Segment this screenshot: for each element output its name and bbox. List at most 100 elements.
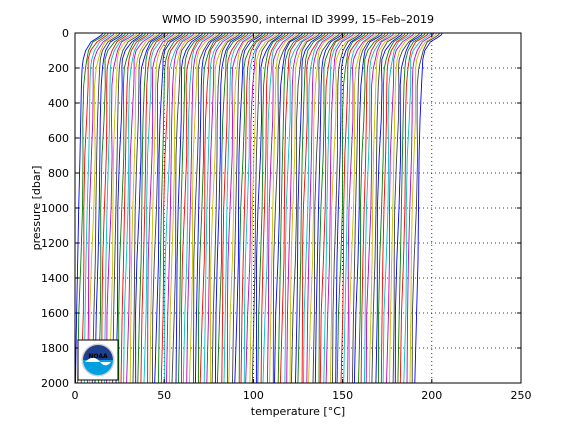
x-tick-label: 150 xyxy=(332,389,353,402)
profile-line xyxy=(382,32,412,384)
y-tick-label: 1000 xyxy=(41,202,69,215)
y-tick-label: 1800 xyxy=(41,342,69,355)
profile-line xyxy=(314,32,343,384)
profile-line xyxy=(226,32,255,384)
profile-line xyxy=(399,32,429,384)
profile-line xyxy=(194,32,223,384)
profile-line xyxy=(266,32,295,384)
profile-line xyxy=(149,32,178,384)
profile-line xyxy=(115,32,144,384)
profile-line xyxy=(120,32,149,384)
profile-line xyxy=(83,32,112,384)
profile-line xyxy=(347,32,375,384)
axis-ticks: 0 50 100 150 200 250 0 200 400 600 800 1000 1200 1400… xyxy=(41,27,532,402)
profile-line xyxy=(335,32,363,384)
profile-line xyxy=(371,32,400,384)
plot-area: 0 50 100 150 200 250 0 200 400 600 800 1000 1200 1400… xyxy=(41,27,532,402)
profile-line xyxy=(234,32,263,384)
profile-line xyxy=(348,32,378,384)
profile-line xyxy=(260,32,289,384)
profile-line xyxy=(143,32,172,384)
profile-line xyxy=(274,32,303,384)
profile-line xyxy=(181,32,209,384)
x-axis-label-text: temperature [ xyxy=(251,405,328,418)
profile-line xyxy=(243,32,272,384)
profile-line xyxy=(206,32,235,384)
profile-line xyxy=(329,32,358,384)
profile-line xyxy=(340,32,369,384)
profile-series xyxy=(75,32,443,384)
profile-line xyxy=(169,32,198,384)
profile-line xyxy=(210,32,238,384)
profile-line xyxy=(214,32,243,384)
profile-line xyxy=(289,32,318,384)
profile-line xyxy=(306,32,335,384)
profile-line xyxy=(147,32,175,384)
profile-line xyxy=(403,32,432,384)
profile-line xyxy=(240,32,269,384)
y-tick-label: 400 xyxy=(48,97,69,110)
profile-line xyxy=(279,32,309,384)
profile-line xyxy=(188,32,218,384)
profile-line xyxy=(353,32,383,384)
profile-line xyxy=(87,32,115,384)
profile-line xyxy=(186,32,215,384)
profile-line xyxy=(301,32,329,384)
profile-line xyxy=(137,32,166,384)
logo-bird xyxy=(85,357,111,366)
profile-line xyxy=(360,32,389,384)
profile-line xyxy=(284,32,312,384)
profile-line xyxy=(160,32,189,384)
x-axis-label-close: ] xyxy=(341,405,345,418)
profile-line xyxy=(303,32,332,384)
profile-line xyxy=(295,32,323,384)
profile-line xyxy=(351,32,380,384)
profile-line xyxy=(409,32,438,384)
profile-line xyxy=(182,32,212,384)
profile-line xyxy=(112,32,141,384)
profile-line xyxy=(171,32,201,384)
chart-title: WMO ID 5903590, internal ID 3999, 15–Feb… xyxy=(162,13,434,26)
profile-line xyxy=(251,32,281,384)
profile-line xyxy=(272,32,301,384)
profile-line xyxy=(368,32,398,384)
profile-line xyxy=(312,32,341,384)
profile-line xyxy=(80,32,109,384)
profile-line xyxy=(132,32,161,384)
profile-line xyxy=(154,32,184,384)
profile-line xyxy=(157,32,186,384)
x-tick-label: 100 xyxy=(243,389,264,402)
x-tick-label: 200 xyxy=(421,389,442,402)
profile-line xyxy=(94,32,124,384)
profile-line xyxy=(332,32,360,384)
profile-line xyxy=(198,32,226,384)
profile-line xyxy=(103,32,132,384)
profile-line xyxy=(89,32,118,384)
profile-line xyxy=(397,32,426,384)
profile-line xyxy=(380,32,409,384)
logo-top xyxy=(83,345,113,360)
y-tick-label: 800 xyxy=(48,167,69,180)
profile-line xyxy=(262,32,292,384)
profile-line xyxy=(221,32,249,384)
profile-line xyxy=(175,32,204,384)
profile-line xyxy=(216,32,246,384)
profile-line xyxy=(325,32,355,384)
profile-line xyxy=(91,32,121,384)
profile-line xyxy=(297,32,326,384)
profile-line xyxy=(406,32,435,384)
y-tick-label: 600 xyxy=(48,132,69,145)
profile-line xyxy=(199,32,229,384)
profile-line xyxy=(135,32,164,384)
profile-line xyxy=(98,32,126,384)
x-tick-label: 250 xyxy=(511,389,532,402)
x-tick-label: 0 xyxy=(72,389,79,402)
profile-line xyxy=(286,32,315,384)
profile-line xyxy=(232,32,261,384)
profile-line xyxy=(364,32,392,384)
profile-line xyxy=(323,32,352,384)
profile-line xyxy=(123,32,152,384)
x-axis-label: temperature [°C] xyxy=(251,405,345,418)
profile-line xyxy=(140,32,169,384)
